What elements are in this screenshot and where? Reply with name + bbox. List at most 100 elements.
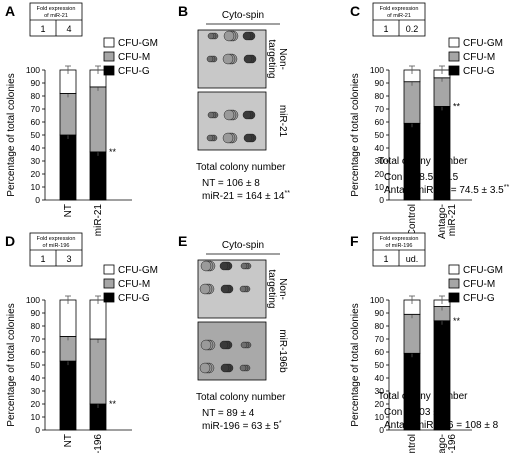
y-tick-label: 50: [31, 130, 41, 140]
cell: [199, 283, 211, 295]
fold-caption: of miR-196: [386, 243, 413, 249]
x-tick-label: NT: [63, 204, 74, 217]
panel-label: F: [350, 233, 359, 249]
cell: [243, 54, 253, 64]
legend-swatch: [103, 51, 115, 62]
significance-mark: **: [109, 147, 117, 157]
micrograph: [197, 259, 267, 319]
panel-label: D: [5, 233, 15, 249]
y-tick-label: 90: [31, 78, 41, 88]
cell: [206, 134, 214, 142]
panel-label: E: [178, 233, 187, 249]
y-tick-label: 60: [31, 347, 41, 357]
significance-mark: **: [453, 316, 461, 326]
y-tick-label: 20: [31, 169, 41, 179]
y-axis-label: Percentage of total colonies: [350, 303, 361, 426]
y-tick-label: 0: [35, 425, 40, 435]
cell: [240, 262, 248, 270]
fold-value: 3: [66, 254, 71, 264]
fold-caption: of miR-196: [43, 243, 70, 249]
legend-label: CFU-M: [463, 52, 495, 63]
bar-cfu-g: [59, 360, 77, 431]
legend-swatch: [103, 37, 115, 48]
y-tick-label: 80: [31, 321, 41, 331]
cell: [242, 31, 252, 41]
y-axis-label: Percentage of total colonies: [6, 303, 17, 426]
bar-cfu-gm: [59, 299, 77, 337]
micrograph: [197, 321, 267, 381]
y-tick-label: 40: [375, 373, 385, 383]
y-tick-label: 40: [31, 373, 41, 383]
legend-label: CFU-G: [118, 293, 150, 304]
bar-cfu-gm: [89, 299, 107, 340]
y-tick-label: 80: [375, 321, 385, 331]
panel-label: B: [178, 3, 188, 19]
cell: [239, 285, 247, 293]
y-tick-label: 10: [31, 412, 41, 422]
cell: [199, 362, 211, 374]
y-tick-label: 70: [31, 334, 41, 344]
panel-label: A: [5, 3, 15, 19]
legend-label: CFU-GM: [118, 38, 158, 49]
cell: [242, 110, 252, 120]
fold-value: 1: [40, 254, 45, 264]
cyto-spin-title: Cyto-spin: [222, 10, 264, 21]
y-tick-label: 100: [26, 65, 40, 75]
y-tick-label: 40: [31, 143, 41, 153]
significance-mark: **: [453, 101, 461, 111]
micrograph-label: miR-21: [277, 105, 288, 138]
y-tick-label: 20: [375, 399, 385, 409]
legend-swatch: [448, 278, 460, 289]
legend-swatch: [103, 278, 115, 289]
x-tick-label: miR-21: [93, 204, 104, 237]
y-tick-label: 30: [31, 386, 41, 396]
y-axis-label: Percentage of total colonies: [350, 73, 361, 196]
cell: [243, 133, 253, 143]
y-tick-label: 60: [375, 347, 385, 357]
micrograph: [197, 29, 267, 89]
legend-label: CFU-M: [118, 52, 150, 63]
colony-count: AntagomiR-196 = 108 ± 8: [384, 420, 499, 431]
panel-label: C: [350, 3, 360, 19]
bar-cfu-m: [433, 77, 451, 107]
legend-label: CFU-GM: [463, 265, 503, 276]
bar-cfu-g: [89, 151, 107, 201]
micrograph-label: miR-196b: [277, 329, 288, 373]
cell: [200, 339, 212, 351]
y-tick-label: 80: [31, 91, 41, 101]
y-tick-label: 100: [26, 295, 40, 305]
x-tick-label: Antago-miR-196: [437, 434, 458, 453]
x-tick-label: NT: [63, 434, 74, 447]
y-tick-label: 50: [375, 130, 385, 140]
y-tick-label: 80: [375, 91, 385, 101]
cyto-spin-title: Cyto-spin: [222, 240, 264, 251]
cell: [219, 261, 229, 271]
legend-swatch: [448, 65, 460, 76]
cell: [222, 53, 234, 65]
legend-label: CFU-GM: [463, 38, 503, 49]
cell: [200, 260, 212, 272]
colony-count: Con = 103 ± 9: [384, 407, 447, 418]
total-colony-label: Total colony number: [378, 391, 468, 402]
micrograph: [197, 91, 267, 151]
legend-swatch: [103, 292, 115, 303]
y-tick-label: 20: [375, 169, 385, 179]
fold-caption: Fold expression: [37, 6, 76, 12]
y-tick-label: 30: [31, 156, 41, 166]
legend-swatch: [103, 65, 115, 76]
cell: [207, 32, 215, 40]
fold-value: ud.: [406, 254, 419, 264]
y-axis-label: Percentage of total colonies: [6, 73, 17, 196]
y-tick-label: 60: [375, 117, 385, 127]
fold-value: 1: [383, 254, 388, 264]
y-tick-label: 70: [375, 334, 385, 344]
y-tick-label: 20: [31, 399, 41, 409]
cell: [220, 363, 230, 373]
legend-swatch: [448, 264, 460, 275]
legend-label: CFU-GM: [118, 265, 158, 276]
fold-value: 0.2: [406, 24, 419, 34]
colony-count: miR-21 = 164 ± 14**: [202, 190, 290, 202]
y-tick-label: 90: [375, 308, 385, 318]
